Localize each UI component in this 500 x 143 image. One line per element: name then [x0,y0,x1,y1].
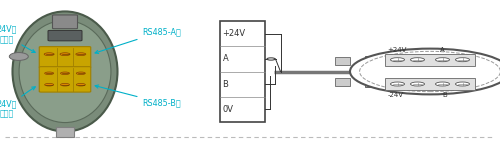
Ellipse shape [10,52,29,60]
Ellipse shape [19,20,111,123]
Text: -24V: -24V [388,92,404,98]
Circle shape [410,82,424,86]
Text: +24V: +24V [388,47,407,53]
Text: 24V电
源负极: 24V电 源负极 [0,87,36,118]
FancyBboxPatch shape [39,47,91,68]
Circle shape [456,82,469,86]
Ellipse shape [12,11,118,132]
Bar [56,127,74,137]
Bar [335,78,350,86]
Bar [220,21,265,122]
Text: +24V: +24V [222,29,246,38]
Text: RS485-B极: RS485-B极 [95,85,181,107]
Bar [376,56,383,87]
FancyBboxPatch shape [48,30,82,41]
Bar [385,78,475,90]
Circle shape [76,53,86,56]
Circle shape [436,58,450,62]
Text: A: A [222,54,228,63]
Circle shape [350,49,500,94]
Bar [335,57,350,65]
Text: A: A [440,47,445,53]
Circle shape [436,82,450,86]
Circle shape [267,58,275,60]
Text: RS485-A极: RS485-A极 [95,27,181,53]
Circle shape [44,53,54,56]
Circle shape [76,83,86,86]
Bar [365,56,372,87]
FancyBboxPatch shape [52,15,78,29]
Text: B: B [442,92,448,98]
Circle shape [60,72,70,75]
Circle shape [44,83,54,86]
Circle shape [76,72,86,75]
Text: B: B [222,80,228,89]
Text: 24V电
源正极: 24V电 源正极 [0,25,35,52]
Text: 0V: 0V [222,105,234,114]
Circle shape [390,82,404,86]
Circle shape [44,72,54,75]
Circle shape [60,53,70,56]
Circle shape [60,83,70,86]
Circle shape [410,58,424,62]
Bar [385,54,475,66]
Circle shape [456,58,469,62]
Circle shape [390,58,404,62]
FancyBboxPatch shape [39,67,91,92]
